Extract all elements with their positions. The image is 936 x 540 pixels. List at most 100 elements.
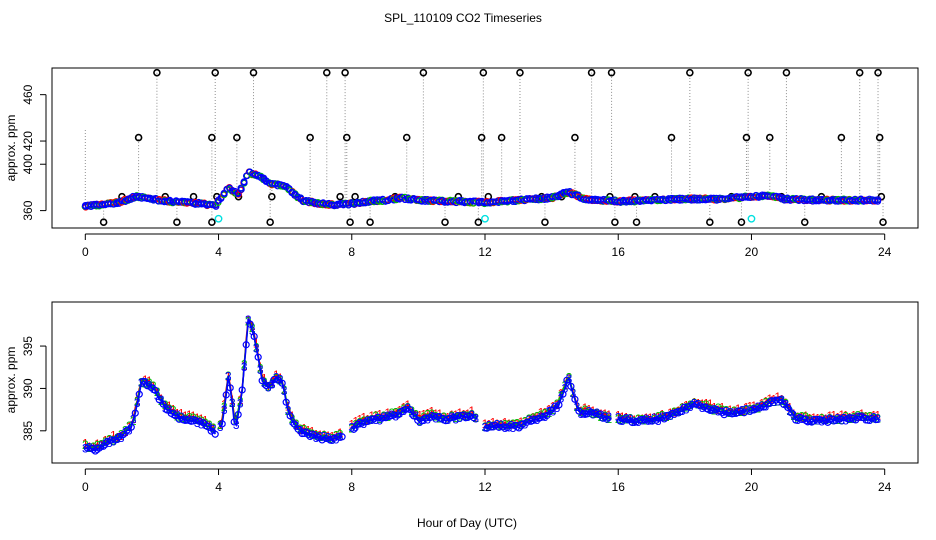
bottom-series-marker-2: 2 xyxy=(754,402,761,416)
bottom-series-marker-3: 3 xyxy=(301,426,308,440)
bottom-series-marker-3: 3 xyxy=(482,421,489,435)
bottom-series-marker-3: 3 xyxy=(186,413,193,427)
bottom-series-marker-1: 1 xyxy=(253,336,260,350)
bottom-series-circle-3 xyxy=(616,417,624,425)
bottom-series-marker-3: 3 xyxy=(134,396,141,410)
bottom-series-circle-3 xyxy=(454,411,462,420)
bottom-series-circle-3 xyxy=(680,403,688,411)
bottom-series-marker-2: 2 xyxy=(746,403,753,417)
bottom-series-marker-2: 2 xyxy=(202,416,209,430)
bottom-series-marker-3: 3 xyxy=(814,414,821,428)
top-spike-point-bottom xyxy=(208,218,216,227)
bottom-series-marker-3: 3 xyxy=(502,421,509,435)
top-spike-point-bottom xyxy=(173,218,181,227)
bottom-series-circle-3 xyxy=(836,415,844,423)
bottom-series-marker-3: 3 xyxy=(440,412,447,426)
bottom-series-marker-2: 2 xyxy=(510,417,517,431)
bottom-series-marker-1: 1 xyxy=(428,405,435,419)
bottom-series-marker-2: 2 xyxy=(170,403,177,417)
bottom-series-marker-3: 3 xyxy=(138,376,145,390)
bottom-series-circle-3 xyxy=(547,406,555,414)
bottom-series-circle-3 xyxy=(450,413,458,421)
bottom-series-circle-3 xyxy=(103,437,111,446)
top-series-point xyxy=(240,179,248,187)
bottom-series-circle-3 xyxy=(688,400,696,409)
top-x-tick-label: 24 xyxy=(878,245,892,259)
bottom-series-marker-3: 3 xyxy=(627,412,634,426)
bottom-series-marker-1: 1 xyxy=(482,417,489,431)
bottom-series-circle-3 xyxy=(334,432,342,441)
top-series-point xyxy=(254,172,262,180)
bottom-series-marker-3: 3 xyxy=(727,406,734,420)
bottom-series-marker-2: 2 xyxy=(297,422,304,436)
bottom-series-marker-1: 1 xyxy=(182,409,189,423)
bottom-series-marker-3: 3 xyxy=(842,414,849,428)
top-spike-point-bottom xyxy=(879,218,887,227)
bottom-series-circle-3 xyxy=(636,416,644,424)
bottom-series-circle-3 xyxy=(159,400,167,408)
bottom-series-circle-3 xyxy=(358,419,366,427)
top-spike-point-mid xyxy=(875,133,884,142)
bottom-series-marker-3: 3 xyxy=(655,414,662,428)
bottom-series-marker-3: 3 xyxy=(221,403,228,417)
bottom-series-marker-3: 3 xyxy=(598,408,605,422)
bottom-series-marker-3: 3 xyxy=(460,409,467,423)
bottom-series-circle-3 xyxy=(278,379,286,387)
bottom-series-circle-3 xyxy=(499,423,507,431)
bottom-series-marker-3: 3 xyxy=(707,403,714,417)
bottom-series-circle-3 xyxy=(222,391,230,399)
bottom-series-circle-3 xyxy=(708,406,716,414)
bottom-series-marker-1: 1 xyxy=(615,408,622,422)
bottom-series-circle-3 xyxy=(603,415,611,423)
bottom-series-circle-3 xyxy=(784,403,792,412)
bottom-series-marker-3: 3 xyxy=(542,410,549,424)
bottom-series-line-3 xyxy=(749,398,878,424)
bottom-series-marker-3: 3 xyxy=(158,393,165,407)
bottom-series-circle-3 xyxy=(772,396,780,404)
bottom-series-circle-3 xyxy=(326,436,334,444)
bottom-series-marker-3: 3 xyxy=(150,382,157,396)
bottom-series-circle-3 xyxy=(844,415,852,423)
bottom-series-circle-3 xyxy=(234,410,242,419)
bottom-series-circle-3 xyxy=(183,416,191,424)
bottom-series-circle-3 xyxy=(203,422,211,431)
top-spike-point-bottom xyxy=(611,218,619,227)
bottom-series-marker-3: 3 xyxy=(249,324,256,338)
top-spike-point-high xyxy=(249,68,258,77)
bottom-series-marker-3: 3 xyxy=(444,413,451,427)
bottom-series-marker-3: 3 xyxy=(647,414,654,428)
bottom-y-axis-label: approx. ppm xyxy=(4,347,18,414)
bottom-series-circle-3 xyxy=(434,413,442,421)
bottom-series-circle-3 xyxy=(555,401,563,409)
bottom-series-marker-3: 3 xyxy=(558,391,565,405)
bottom-series-marker-3: 3 xyxy=(806,414,813,428)
bottom-series-circle-3 xyxy=(668,409,676,417)
bottom-series-marker-2: 2 xyxy=(711,403,718,417)
top-spike-point-bottom xyxy=(800,218,809,227)
bottom-series-circle-3 xyxy=(290,420,298,428)
bottom-series-circle-3 xyxy=(286,412,294,420)
bottom-series-marker-2: 2 xyxy=(834,413,841,427)
bottom-series-marker-3: 3 xyxy=(225,370,232,384)
bottom-series-marker-3: 3 xyxy=(691,396,698,410)
bottom-series-marker-3: 3 xyxy=(170,407,177,421)
bottom-series-circle-3 xyxy=(430,412,438,420)
bottom-series-circle-3 xyxy=(828,415,836,423)
bottom-series-circle-3 xyxy=(519,420,527,428)
bottom-series-marker-2: 2 xyxy=(126,419,133,433)
bottom-series-marker-3: 3 xyxy=(778,393,785,407)
top-plot-frame xyxy=(51,67,919,229)
bottom-series-marker-1: 1 xyxy=(758,396,765,410)
bottom-series-marker-3: 3 xyxy=(594,406,601,420)
bottom-series-marker-3: 3 xyxy=(130,413,137,427)
bottom-series-circle-3 xyxy=(294,425,302,433)
bottom-series-marker-3: 3 xyxy=(364,414,371,428)
bottom-series-circle-3 xyxy=(648,417,656,425)
bottom-x-axis: 0 4 8 12 16 20 24 xyxy=(82,468,892,494)
bottom-series-marker-3: 3 xyxy=(570,386,577,400)
bottom-series-marker-1: 1 xyxy=(285,400,292,414)
bottom-series-circle-3 xyxy=(676,408,684,416)
bottom-series-marker-3: 3 xyxy=(245,313,252,327)
bottom-series-line-1 xyxy=(484,376,610,426)
